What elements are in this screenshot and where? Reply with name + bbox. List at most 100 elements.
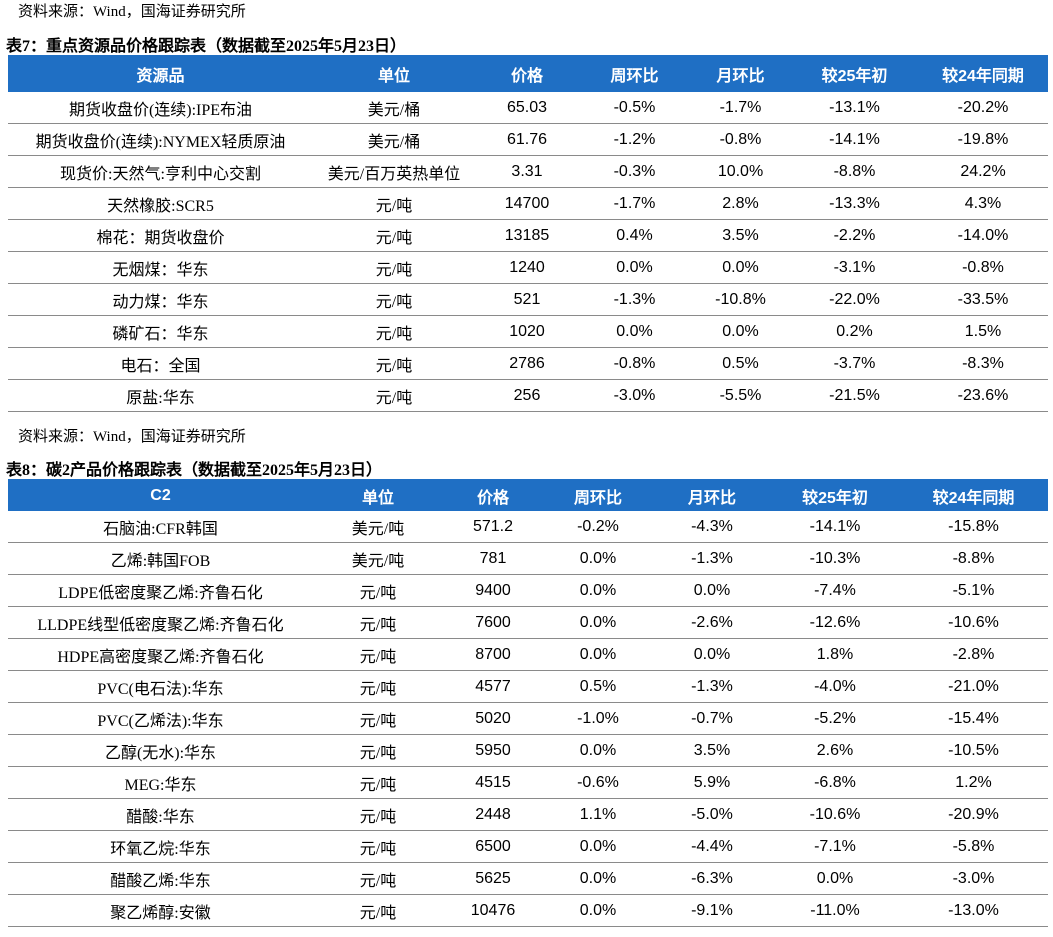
cell-price: 521 <box>475 283 579 316</box>
cell-name: 原盐:华东 <box>8 379 313 412</box>
header-week: 周环比 <box>543 479 653 511</box>
cell-yoy: -15.4% <box>899 702 1048 735</box>
cell-week: -0.3% <box>579 155 690 188</box>
table-row: MEG:华东 元/吨 4515 -0.6% 5.9% -6.8% 1.2% <box>8 766 1048 799</box>
cell-month: 10.0% <box>690 155 791 188</box>
header-week: 周环比 <box>579 55 690 92</box>
table7-title: 表7：重点资源品价格跟踪表（数据截至2025年5月23日） <box>6 38 407 55</box>
header-yoy: 较24年同期 <box>899 479 1048 511</box>
cell-yoy: -33.5% <box>918 283 1048 316</box>
cell-unit: 元/吨 <box>313 862 443 895</box>
cell-week: -0.6% <box>543 766 653 799</box>
cell-ytd: -10.3% <box>771 542 899 575</box>
cell-name: 聚乙烯醇:安徽 <box>8 894 313 927</box>
cell-ytd: -14.1% <box>791 123 918 156</box>
table-row: 棉花：期货收盘价 元/吨 13185 0.4% 3.5% -2.2% -14.0% <box>8 219 1048 252</box>
cell-week: -0.2% <box>543 511 653 543</box>
table-row: 磷矿石：华东 元/吨 1020 0.0% 0.0% 0.2% 1.5% <box>8 315 1048 348</box>
cell-price: 10476 <box>443 894 543 927</box>
cell-month: -5.0% <box>653 798 771 831</box>
cell-name: LDPE低密度聚乙烯:齐鲁石化 <box>8 574 313 607</box>
cell-price: 5020 <box>443 702 543 735</box>
cell-unit: 元/吨 <box>313 315 475 348</box>
cell-month: -4.4% <box>653 830 771 863</box>
cell-yoy: -13.0% <box>899 894 1048 927</box>
cell-unit: 元/吨 <box>313 766 443 799</box>
cell-price: 1020 <box>475 315 579 348</box>
cell-name: 动力煤：华东 <box>8 283 313 316</box>
cell-week: 0.0% <box>543 862 653 895</box>
header-month: 月环比 <box>690 55 791 92</box>
cell-unit: 元/吨 <box>313 283 475 316</box>
cell-yoy: 4.3% <box>918 187 1048 220</box>
cell-price: 256 <box>475 379 579 412</box>
cell-week: -1.2% <box>579 123 690 156</box>
cell-month: -6.3% <box>653 862 771 895</box>
cell-week: -0.8% <box>579 347 690 380</box>
cell-month: -0.8% <box>690 123 791 156</box>
table8-title: 表8：碳2产品价格跟踪表（数据截至2025年5月23日） <box>6 462 383 479</box>
table-row: 电石：全国 元/吨 2786 -0.8% 0.5% -3.7% -8.3% <box>8 347 1048 380</box>
cell-yoy: 1.2% <box>899 766 1048 799</box>
cell-name: 电石：全国 <box>8 347 313 380</box>
cell-price: 4577 <box>443 670 543 703</box>
table-row: 环氧乙烷:华东 元/吨 6500 0.0% -4.4% -7.1% -5.8% <box>8 830 1048 863</box>
cell-yoy: -20.2% <box>918 92 1048 124</box>
cell-unit: 元/吨 <box>313 251 475 284</box>
cell-unit: 元/吨 <box>313 574 443 607</box>
cell-week: 0.0% <box>543 574 653 607</box>
cell-week: 1.1% <box>543 798 653 831</box>
cell-week: 0.0% <box>543 606 653 639</box>
header-unit: 单位 <box>313 479 443 511</box>
cell-ytd: -13.3% <box>791 187 918 220</box>
header-name: C2 <box>8 479 313 511</box>
cell-price: 1240 <box>475 251 579 284</box>
cell-month: -9.1% <box>653 894 771 927</box>
source-note-mid: 资料来源：Wind，国海证券研究所 <box>18 429 246 445</box>
cell-yoy: -5.1% <box>899 574 1048 607</box>
cell-month: -4.3% <box>653 511 771 543</box>
cell-ytd: -8.8% <box>791 155 918 188</box>
cell-week: -3.0% <box>579 379 690 412</box>
table-row: 乙醇(无水):华东 元/吨 5950 0.0% 3.5% 2.6% -10.5% <box>8 734 1048 767</box>
cell-unit: 美元/百万英热单位 <box>313 155 475 188</box>
table-row: 天然橡胶:SCR5 元/吨 14700 -1.7% 2.8% -13.3% 4.3% <box>8 187 1048 220</box>
cell-month: 3.5% <box>653 734 771 767</box>
cell-ytd: -13.1% <box>791 92 918 124</box>
cell-week: 0.0% <box>579 251 690 284</box>
table-row: LLDPE线型低密度聚乙烯:齐鲁石化 元/吨 7600 0.0% -2.6% -12.6%… <box>8 606 1048 639</box>
cell-price: 9400 <box>443 574 543 607</box>
source-note-top: 资料来源：Wind，国海证券研究所 <box>18 4 246 20</box>
cell-name: 天然橡胶:SCR5 <box>8 187 313 220</box>
cell-ytd: 0.0% <box>771 862 899 895</box>
cell-ytd: -10.6% <box>771 798 899 831</box>
header-month: 月环比 <box>653 479 771 511</box>
table-row: 期货收盘价(连续):NYMEX轻质原油 美元/桶 61.76 -1.2% -0.8% -1… <box>8 123 1048 156</box>
table-row: 醋酸:华东 元/吨 2448 1.1% -5.0% -10.6% -20.9% <box>8 798 1048 831</box>
cell-week: 0.4% <box>579 219 690 252</box>
cell-price: 6500 <box>443 830 543 863</box>
cell-price: 4515 <box>443 766 543 799</box>
header-ytd: 较25年初 <box>791 55 918 92</box>
cell-unit: 元/吨 <box>313 670 443 703</box>
cell-week: -1.7% <box>579 187 690 220</box>
cell-ytd: 0.2% <box>791 315 918 348</box>
cell-month: -1.7% <box>690 92 791 124</box>
resource-price-table: 资源品 单位 价格 周环比 月环比 较25年初 较24年同期 期货收盘价(连续):IPE布油… <box>8 55 1048 412</box>
cell-price: 8700 <box>443 638 543 671</box>
table-row: 乙烯:韩国FOB 美元/吨 781 0.0% -1.3% -10.3% -8.8% <box>8 542 1048 575</box>
cell-price: 14700 <box>475 187 579 220</box>
cell-name: 石脑油:CFR韩国 <box>8 511 313 543</box>
cell-month: 0.0% <box>690 251 791 284</box>
cell-ytd: -7.4% <box>771 574 899 607</box>
header-name: 资源品 <box>8 55 313 92</box>
cell-unit: 元/吨 <box>313 347 475 380</box>
cell-unit: 元/吨 <box>313 894 443 927</box>
cell-ytd: 1.8% <box>771 638 899 671</box>
cell-ytd: -14.1% <box>771 511 899 543</box>
cell-month: -5.5% <box>690 379 791 412</box>
cell-yoy: -0.8% <box>918 251 1048 284</box>
cell-ytd: 2.6% <box>771 734 899 767</box>
table-row: 聚乙烯醇:安徽 元/吨 10476 0.0% -9.1% -11.0% -13.0% <box>8 894 1048 927</box>
cell-price: 7600 <box>443 606 543 639</box>
